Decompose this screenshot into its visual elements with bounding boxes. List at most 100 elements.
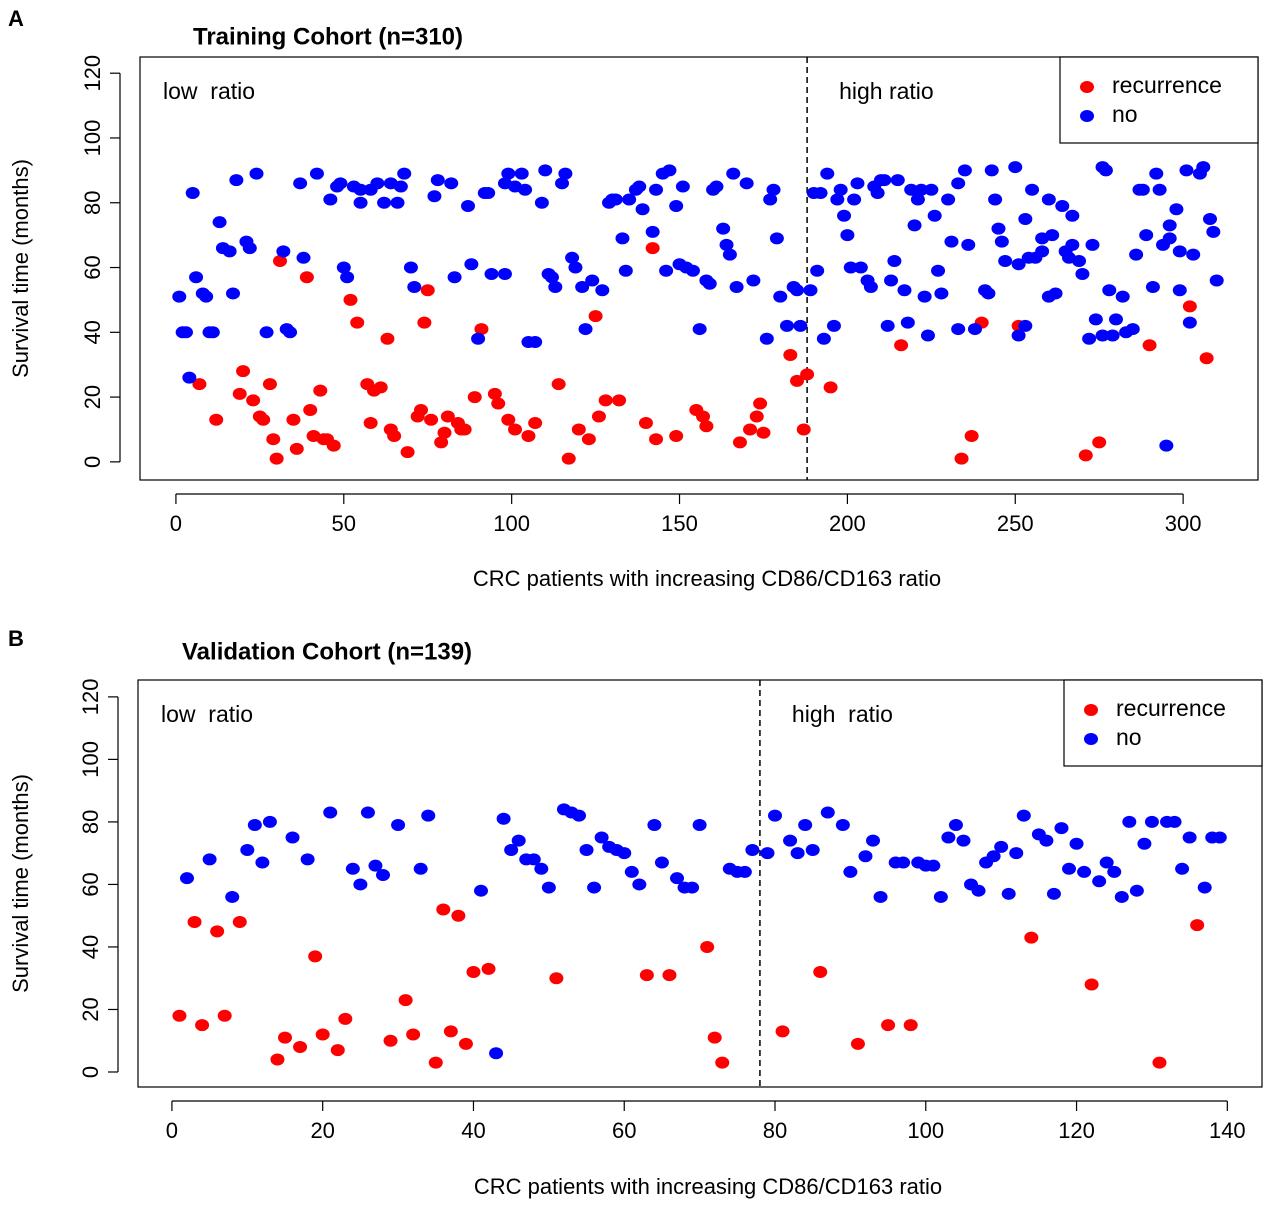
point (293, 177, 308, 190)
point (924, 183, 939, 196)
point (1162, 219, 1177, 232)
point (487, 387, 502, 400)
point (1145, 280, 1160, 293)
point (726, 167, 741, 180)
y-tick-label: 0 (78, 1066, 103, 1078)
point (1082, 332, 1097, 345)
point (393, 180, 408, 193)
point (760, 847, 775, 860)
point (458, 1037, 473, 1050)
point (430, 174, 445, 187)
point (1048, 287, 1063, 300)
point (350, 316, 365, 329)
point (1069, 837, 1084, 850)
point (835, 819, 850, 832)
point (1062, 862, 1077, 875)
point (440, 410, 455, 423)
point (783, 834, 798, 847)
x-tick-label: 100 (907, 1118, 944, 1143)
x-tick-label: 100 (493, 511, 530, 536)
point (534, 196, 549, 209)
point (491, 397, 506, 410)
y-axis-label: Survival time (months) (8, 159, 33, 378)
point (538, 164, 553, 177)
point (1001, 887, 1016, 900)
point (783, 348, 798, 361)
point (967, 323, 982, 336)
point (920, 329, 935, 342)
point (259, 326, 274, 339)
point (434, 436, 449, 449)
point (739, 177, 754, 190)
point (813, 965, 828, 978)
point (702, 277, 717, 290)
point (1129, 884, 1144, 897)
point (1095, 329, 1110, 342)
point (699, 420, 714, 433)
point (1129, 248, 1144, 261)
point (624, 865, 639, 878)
point (988, 193, 1003, 206)
point (413, 862, 428, 875)
point (994, 235, 1009, 248)
point (700, 940, 715, 953)
point (178, 326, 193, 339)
point (210, 925, 225, 938)
point (1182, 316, 1197, 329)
point (790, 374, 805, 387)
point (240, 844, 255, 857)
point (870, 187, 885, 200)
point (769, 232, 784, 245)
point (273, 255, 288, 268)
point (863, 280, 878, 293)
point (192, 378, 207, 391)
point (798, 819, 813, 832)
point (1046, 887, 1061, 900)
point (172, 1009, 187, 1022)
x-tick-label: 0 (170, 511, 182, 536)
point (622, 193, 637, 206)
x-tick-label: 60 (612, 1118, 636, 1143)
point (242, 242, 257, 255)
point (1107, 865, 1122, 878)
point (578, 323, 593, 336)
point (766, 183, 781, 196)
point (551, 378, 566, 391)
point (1035, 245, 1050, 258)
y-tick-label: 120 (80, 55, 105, 92)
point (189, 271, 204, 284)
point (534, 862, 549, 875)
point (1122, 815, 1137, 828)
x-tick-label: 40 (461, 1118, 485, 1143)
point (881, 1019, 896, 1032)
point (568, 261, 583, 274)
point (333, 177, 348, 190)
x-tick-label: 300 (1165, 511, 1202, 536)
point (427, 190, 442, 203)
point (1092, 436, 1107, 449)
point (1016, 809, 1031, 822)
point (286, 413, 301, 426)
point (572, 809, 587, 822)
point (390, 196, 405, 209)
x-tick-label: 150 (661, 511, 698, 536)
point (232, 387, 247, 400)
point (330, 1044, 345, 1057)
region-label: low ratio (163, 78, 255, 104)
point (528, 336, 543, 349)
point (1055, 199, 1070, 212)
point (632, 878, 647, 891)
point (380, 332, 395, 345)
point (826, 319, 841, 332)
point (1182, 831, 1197, 844)
x-axis-label: CRC patients with increasing CD86/CD163 … (473, 566, 941, 591)
point (1152, 1056, 1167, 1069)
point (398, 994, 413, 1007)
point (753, 397, 768, 410)
point (716, 222, 731, 235)
point (998, 255, 1013, 268)
point (931, 264, 946, 277)
point (1149, 167, 1164, 180)
point (880, 319, 895, 332)
